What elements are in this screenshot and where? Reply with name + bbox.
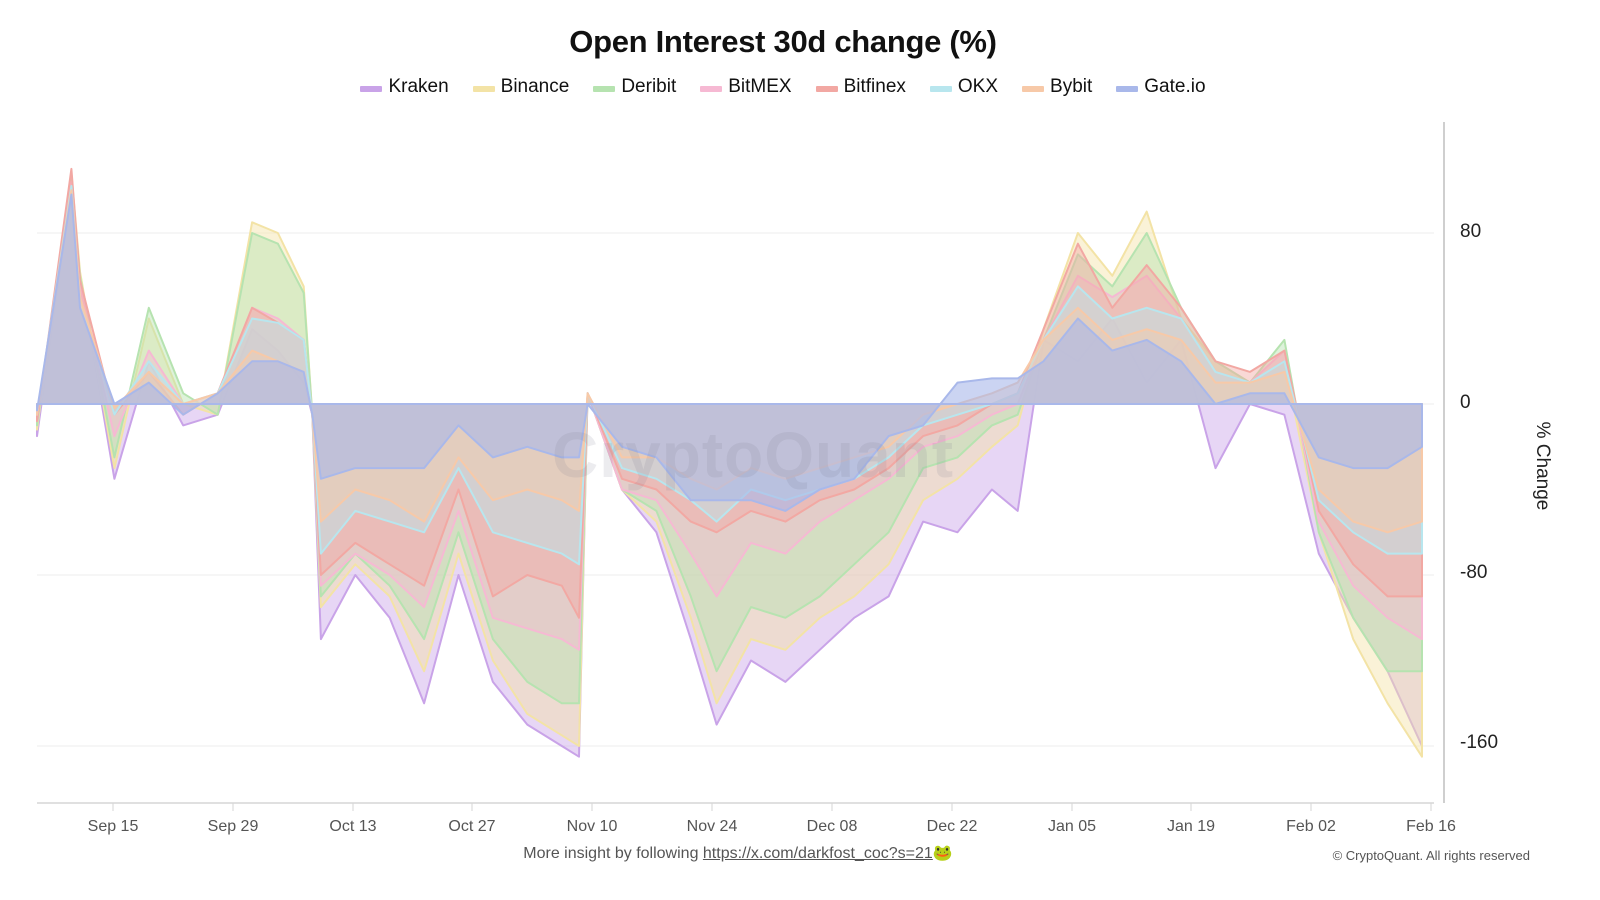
x-tick-label: Oct 13 xyxy=(329,818,377,835)
y-axis-label: % Change xyxy=(1532,421,1553,511)
legend-label: Bybit xyxy=(1050,76,1093,97)
frog-icon: 🐸 xyxy=(932,845,953,862)
x-tick-label: Feb 02 xyxy=(1286,818,1336,835)
footer-text: More insight by following xyxy=(523,845,703,862)
legend-label: Binance xyxy=(500,76,570,97)
y-tick-neg160: -160 xyxy=(1460,732,1499,753)
legend-swatch-icon xyxy=(929,85,952,92)
legend-label: Bitfinex xyxy=(843,76,906,97)
legend-label: Kraken xyxy=(388,76,449,97)
x-tick-label: Jan 19 xyxy=(1166,818,1216,835)
x-tick-label: Oct 27 xyxy=(448,818,496,835)
legend-item-bybit[interactable]: Bybit xyxy=(1022,76,1092,98)
legend-item-okx[interactable]: OKX xyxy=(929,76,999,98)
legend-label: Gate.io xyxy=(1144,76,1206,97)
legend-label: BitMEX xyxy=(728,76,792,97)
x-tick-label: Nov 24 xyxy=(686,818,738,835)
legend-swatch-icon xyxy=(593,85,616,92)
area-gateio[interactable] xyxy=(36,193,1423,512)
legend-swatch-icon xyxy=(1116,85,1139,92)
x-tick-label: Nov 10 xyxy=(566,818,618,835)
x-tick-label: Jan 05 xyxy=(1047,818,1097,835)
legend-item-bitmex[interactable]: BitMEX xyxy=(700,76,792,98)
x-tick-label: Feb 16 xyxy=(1406,818,1456,835)
y-tick-neg80: -80 xyxy=(1460,562,1488,583)
x-tick-label: Sep 29 xyxy=(207,818,259,835)
x-tick-marks xyxy=(112,803,1432,811)
footer-link[interactable]: https://x.com/darkfost_coc?s=21 xyxy=(702,845,933,862)
legend-item-gateio[interactable]: Gate.io xyxy=(1116,76,1206,98)
y-tick-0: 0 xyxy=(1460,392,1471,413)
y-tick-80: 80 xyxy=(1460,221,1482,242)
legend-swatch-icon xyxy=(815,85,838,92)
legend-swatch-icon xyxy=(1022,85,1045,92)
copyright: © CryptoQuant. All rights reserved xyxy=(1332,848,1530,863)
chart-title: Open Interest 30d change (%) xyxy=(569,24,997,59)
legend-item-deribit[interactable]: Deribit xyxy=(593,76,676,98)
legend-swatch-icon xyxy=(360,85,383,92)
legend-item-bitfinex[interactable]: Bitfinex xyxy=(815,76,906,98)
legend-item-kraken[interactable]: Kraken xyxy=(360,76,449,98)
x-tick-label: Sep 15 xyxy=(87,818,139,835)
legend-swatch-icon xyxy=(700,85,723,92)
legend: Kraken Binance Deribit BitMEX Bitfinex O… xyxy=(0,76,1566,98)
legend-swatch-icon xyxy=(472,85,495,92)
legend-label: Deribit xyxy=(621,76,677,97)
legend-item-binance[interactable]: Binance xyxy=(472,76,570,98)
area-bitfinex[interactable] xyxy=(36,167,1423,619)
x-tick-label: Dec 08 xyxy=(806,818,858,835)
x-tick-label: Dec 22 xyxy=(926,818,978,835)
legend-label: OKX xyxy=(957,76,999,97)
footer: More insight by following https://x.com/… xyxy=(0,843,1476,863)
series-areas xyxy=(36,167,1423,758)
